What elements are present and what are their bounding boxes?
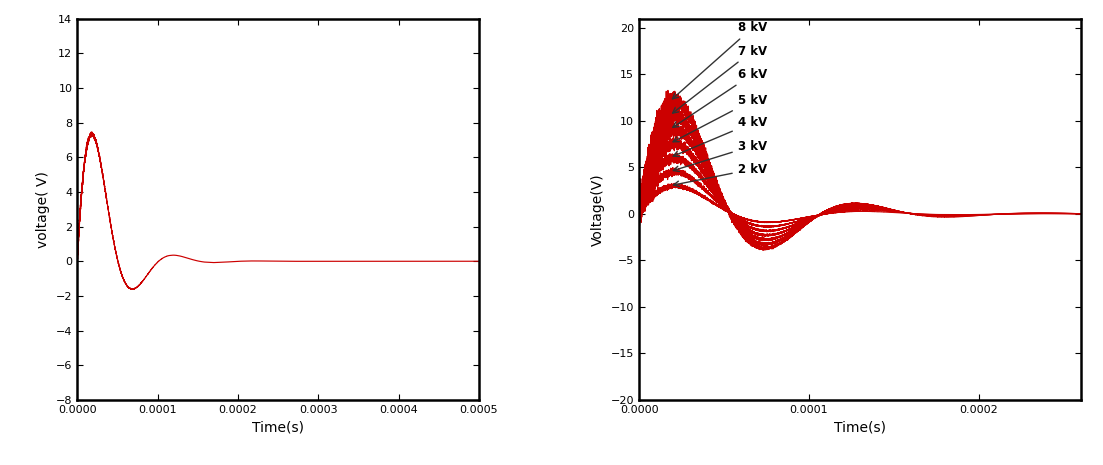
- Y-axis label: Voltage(V): Voltage(V): [591, 173, 606, 246]
- Text: 6 kV: 6 kV: [673, 68, 767, 127]
- Text: 4 kV: 4 kV: [673, 116, 767, 157]
- Text: 7 kV: 7 kV: [673, 45, 767, 113]
- Y-axis label: voltage( V): voltage( V): [36, 171, 51, 248]
- Text: 5 kV: 5 kV: [673, 94, 767, 142]
- Text: 8 kV: 8 kV: [673, 21, 767, 99]
- X-axis label: Time(s): Time(s): [253, 420, 304, 434]
- X-axis label: Time(s): Time(s): [834, 420, 886, 434]
- Text: 2 kV: 2 kV: [674, 163, 767, 186]
- Text: 3 kV: 3 kV: [673, 140, 767, 172]
